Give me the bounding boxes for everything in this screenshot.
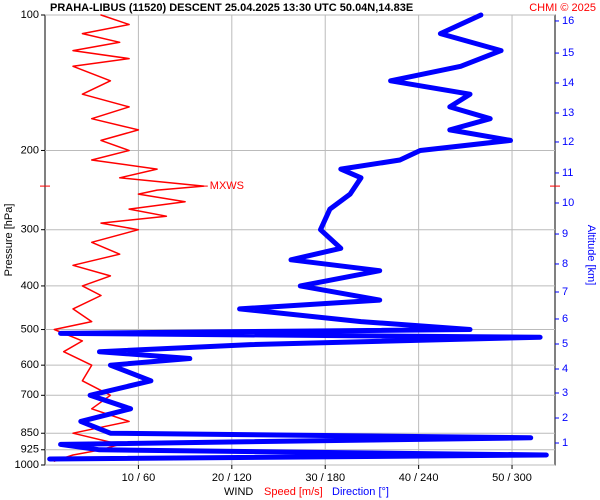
y2-tick-label: 1	[562, 437, 568, 449]
y2-tick-label: 13	[562, 107, 574, 119]
series-line	[53, 14, 205, 462]
legend-speed: Speed [m/s]	[264, 486, 323, 498]
x-tick-label: 30 / 180	[305, 472, 345, 484]
x-tick-label: 50 / 300	[492, 472, 532, 484]
y-tick-label: 500	[21, 323, 39, 335]
x-tick-label: 40 / 240	[399, 472, 439, 484]
y-tick-label: 700	[21, 389, 39, 401]
y2-tick-label: 6	[562, 313, 568, 325]
y2-tick-label: 5	[562, 338, 568, 350]
y2-tick-label: 7	[562, 286, 568, 298]
y-tick-label: 200	[21, 144, 39, 156]
legend-direction: Direction [°]	[332, 486, 389, 498]
y-tick-label: 1000	[15, 459, 39, 471]
y2-tick-label: 3	[562, 387, 568, 399]
y2-tick-label: 14	[562, 77, 574, 89]
y2-tick-label: 12	[562, 136, 574, 148]
y-tick-label: 600	[21, 359, 39, 371]
y2-tick-label: 9	[562, 228, 568, 240]
series-line	[47, 12, 549, 462]
y2-tick-label: 4	[562, 363, 568, 375]
y2-axis-label: Altitude [km]	[585, 225, 597, 286]
plot-frame	[44, 14, 556, 466]
chart-title: PRAHA-LIBUS (11520) DESCENT 25.04.2025 1…	[50, 2, 413, 14]
y-tick-label: 300	[21, 224, 39, 236]
y2-tick-label: 11	[562, 167, 573, 179]
y2-tick-label: 8	[562, 258, 568, 270]
y-tick-label: 100	[21, 9, 39, 21]
y-tick-label: 850	[21, 427, 39, 439]
x-tick-label: 10 / 60	[122, 472, 156, 484]
y-tick-label: 925	[21, 444, 39, 456]
x-tick-label: 20 / 120	[212, 472, 252, 484]
x-axis-label: WIND	[224, 486, 253, 498]
y2-tick-label: 2	[562, 412, 568, 424]
y2-tick-label: 10	[562, 197, 574, 209]
y2-tick-label: 15	[562, 47, 574, 59]
annotation: MXWS	[210, 180, 244, 192]
y-tick-label: 400	[21, 280, 39, 292]
credit: CHMI © 2025	[529, 2, 596, 14]
y-axis-label: Pressure [hPa]	[3, 204, 15, 277]
y2-tick-label: 16	[562, 15, 574, 27]
